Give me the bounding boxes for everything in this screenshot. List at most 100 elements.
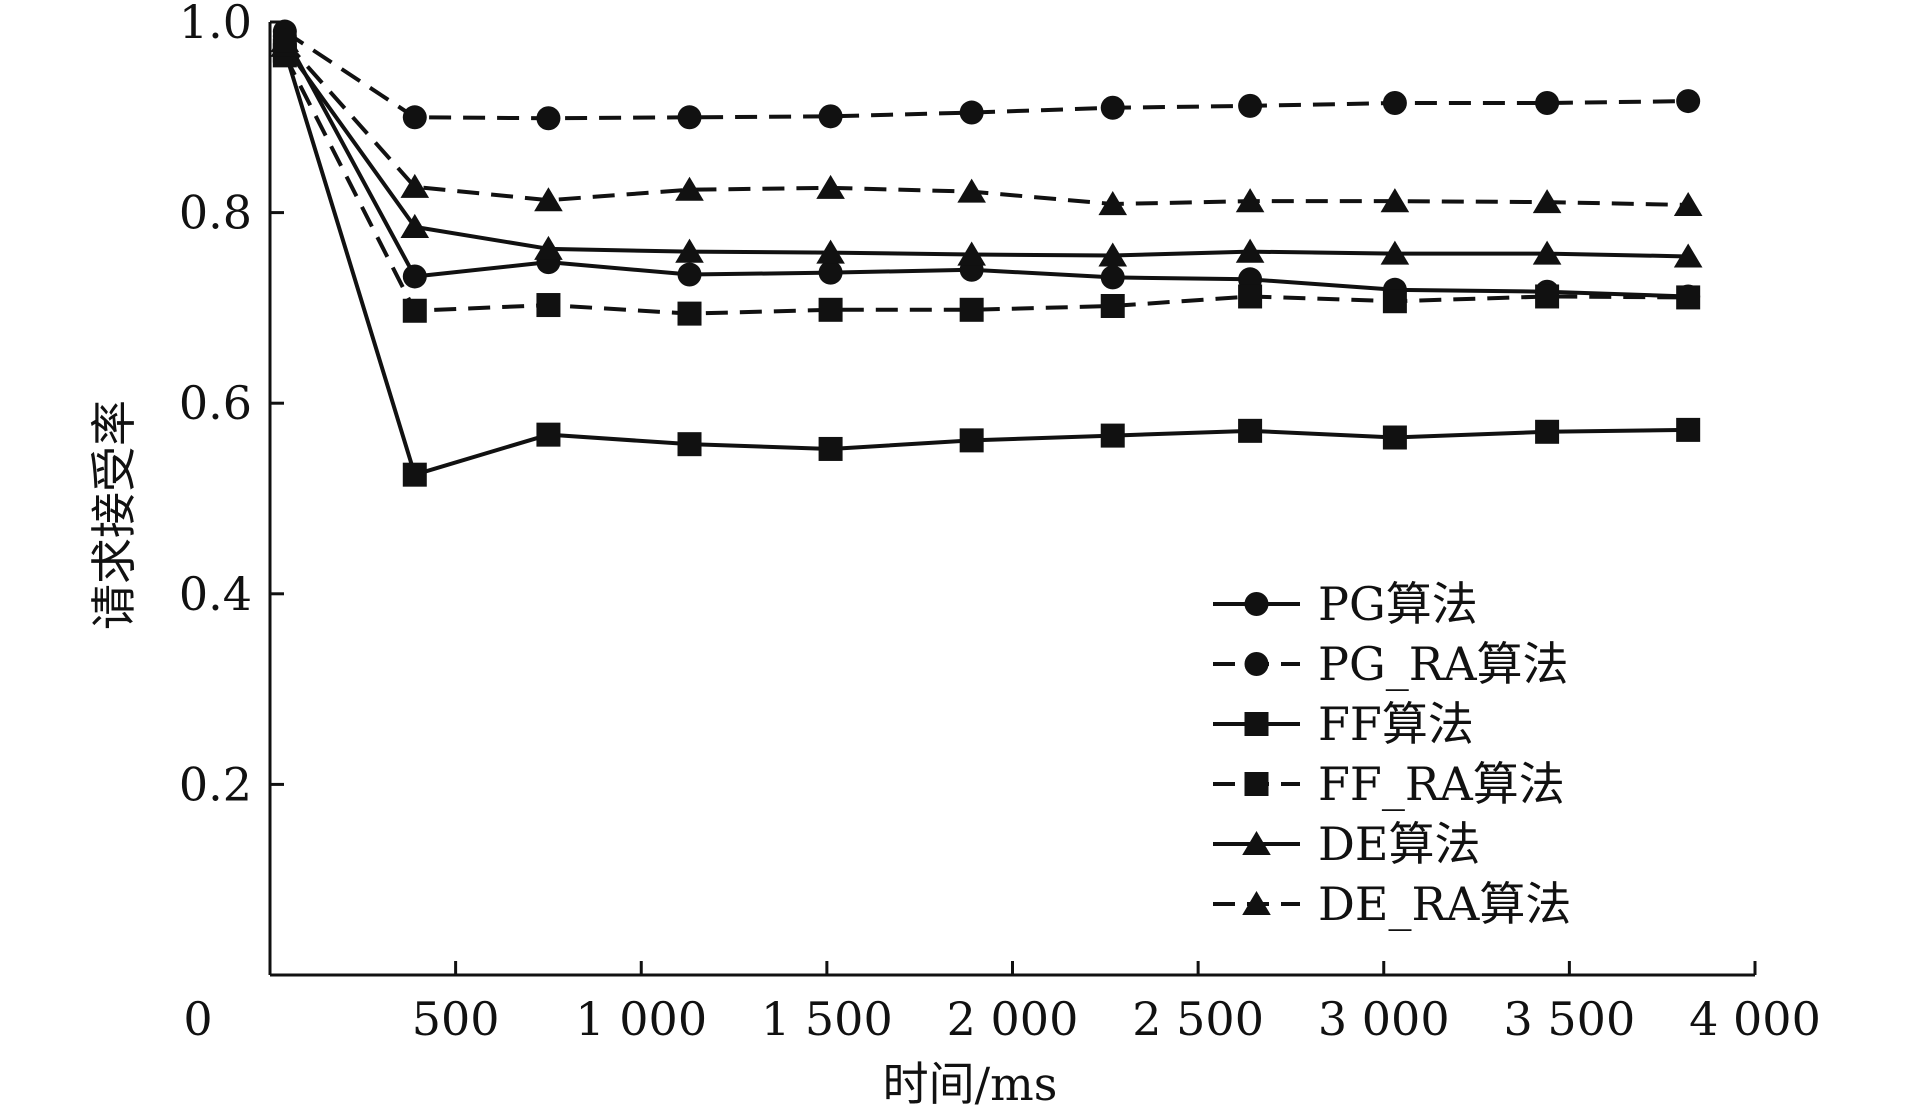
- data-point: [1098, 242, 1128, 267]
- series-layer: [270, 19, 1703, 487]
- legend-marker: [1242, 891, 1271, 916]
- data-point: [1235, 238, 1265, 263]
- data-point: [816, 174, 845, 199]
- data-point: [959, 100, 984, 125]
- data-point: [402, 462, 427, 487]
- legend-marker: [1244, 712, 1269, 736]
- data-point: [402, 264, 427, 289]
- data-point: [534, 187, 563, 212]
- origin-label: 0: [183, 992, 212, 1046]
- legend-label: FF算法: [1318, 697, 1474, 751]
- data-point: [957, 178, 986, 203]
- data-point: [959, 428, 984, 453]
- data-point: [400, 213, 430, 238]
- data-point: [677, 432, 702, 457]
- y-tick-label: 0.8: [179, 186, 252, 240]
- legend: PG算法 PG_RA算法 FF算法 FF_RA算法 DE算法 DE_RA算法: [1213, 577, 1571, 931]
- series-2: [272, 19, 1701, 131]
- legend-label: FF_RA算法: [1318, 757, 1565, 811]
- data-point: [677, 262, 702, 287]
- data-point: [1382, 91, 1407, 116]
- data-point: [1676, 417, 1701, 442]
- data-point: [1100, 265, 1125, 290]
- data-point: [536, 422, 561, 447]
- data-point: [1676, 89, 1701, 114]
- series-line: [283, 39, 1689, 207]
- data-point: [400, 173, 430, 198]
- data-point: [1535, 419, 1560, 444]
- data-point: [818, 297, 843, 322]
- data-point: [957, 241, 986, 266]
- y-tick-label: 0.4: [179, 567, 252, 621]
- legend-item: FF算法: [1213, 697, 1474, 751]
- legend-label: DE_RA算法: [1318, 877, 1571, 931]
- legend-label: PG_RA算法: [1318, 637, 1569, 691]
- series-line: [283, 44, 1689, 259]
- x-tick-label: 3 000: [1318, 992, 1450, 1046]
- data-point: [1098, 191, 1128, 216]
- data-point: [536, 293, 561, 318]
- series-5: [270, 32, 1703, 268]
- data-point: [1535, 284, 1560, 309]
- data-point: [536, 106, 561, 131]
- legend-marker: [1244, 772, 1269, 796]
- data-point: [534, 235, 563, 260]
- data-point: [1673, 191, 1703, 217]
- series-6: [270, 28, 1703, 217]
- x-tick-label: 2 000: [947, 992, 1079, 1046]
- data-point: [818, 260, 843, 285]
- y-axis-label: 请求接受率: [87, 400, 141, 630]
- legend-marker: [1242, 831, 1271, 856]
- data-point: [1238, 93, 1263, 118]
- axes: 500 1 000 1 500 2 000 2 500 3 000 3 500 4 000 0.…: [179, 0, 1821, 1046]
- x-tick-label: 2 500: [1132, 992, 1264, 1046]
- data-point: [1380, 240, 1410, 265]
- series-line: [282, 50, 1689, 477]
- legend-label: PG算法: [1318, 577, 1478, 631]
- x-axis-label: 时间/ms: [883, 1057, 1058, 1110]
- series-line: [283, 54, 1689, 316]
- legend-item: DE_RA算法: [1213, 877, 1571, 931]
- series-line: [283, 35, 1689, 299]
- data-point: [1238, 418, 1263, 443]
- data-point: [677, 301, 702, 326]
- legend-marker: [1244, 592, 1269, 616]
- data-point: [1532, 189, 1562, 214]
- data-point: [1673, 243, 1703, 268]
- data-point: [270, 28, 300, 53]
- legend-item: PG算法: [1213, 577, 1478, 631]
- x-tick-label: 3 500: [1504, 992, 1636, 1046]
- legend-label: DE算法: [1318, 817, 1480, 871]
- y-tick-label: 0.2: [179, 757, 252, 811]
- data-point: [1380, 188, 1410, 213]
- data-point: [1382, 425, 1407, 450]
- y-tick-label: 0.6: [179, 376, 252, 430]
- data-point: [1235, 188, 1265, 213]
- data-point: [1238, 284, 1263, 309]
- data-point: [816, 239, 845, 264]
- data-point: [675, 176, 704, 201]
- data-point: [959, 297, 984, 322]
- data-point: [1382, 289, 1407, 314]
- legend-marker: [1244, 652, 1269, 676]
- data-point: [1100, 95, 1125, 120]
- series-1: [272, 24, 1701, 309]
- series-line: [283, 29, 1689, 121]
- x-tick-label: 1 000: [575, 992, 707, 1046]
- data-point: [1532, 240, 1562, 265]
- data-point: [1676, 285, 1701, 310]
- data-point: [1100, 423, 1125, 448]
- y-tick-label: 1.0: [179, 0, 252, 49]
- series-4: [272, 43, 1701, 326]
- legend-item: DE算法: [1213, 817, 1480, 871]
- x-tick-label: 4 000: [1689, 992, 1821, 1046]
- series-3: [272, 38, 1701, 487]
- data-point: [818, 436, 843, 461]
- data-point: [1100, 293, 1125, 318]
- data-point: [1535, 91, 1560, 116]
- x-tick-label: 1 500: [761, 992, 893, 1046]
- data-point: [677, 105, 702, 130]
- x-tick-label: 500: [412, 992, 500, 1046]
- data-point: [675, 238, 704, 263]
